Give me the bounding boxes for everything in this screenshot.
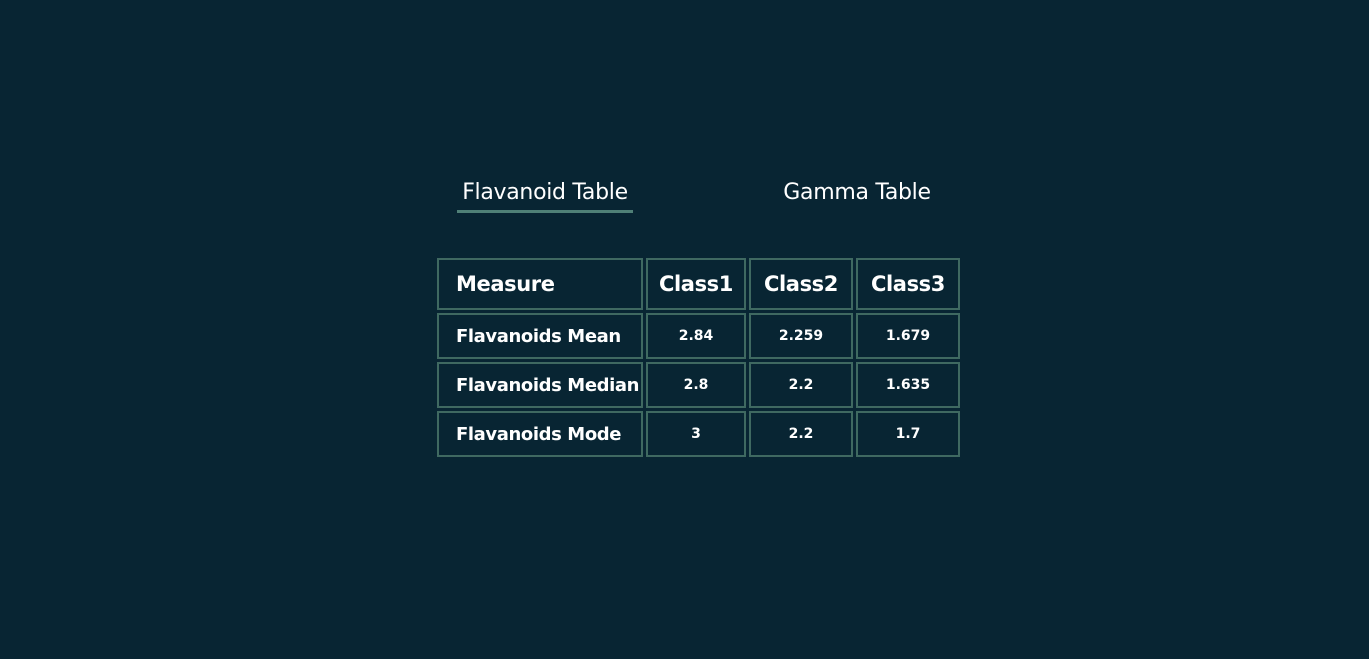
row-label: Flavanoids Median bbox=[437, 362, 643, 408]
flavanoid-table: Measure Class1 Class2 Class3 Flavanoids … bbox=[434, 255, 963, 460]
tab-bar: Flavanoid Table Gamma Table bbox=[457, 176, 937, 216]
row-label: Flavanoids Mode bbox=[437, 411, 643, 457]
table-row: Flavanoids Median 2.8 2.2 1.635 bbox=[437, 362, 960, 408]
cell-class2: 2.2 bbox=[749, 411, 853, 457]
header-class3: Class3 bbox=[856, 258, 960, 310]
cell-class2: 2.259 bbox=[749, 313, 853, 359]
cell-class2: 2.2 bbox=[749, 362, 853, 408]
row-label: Flavanoids Mean bbox=[437, 313, 643, 359]
table-row: Flavanoids Mode 3 2.2 1.7 bbox=[437, 411, 960, 457]
cell-class1: 3 bbox=[646, 411, 746, 457]
table-header-row: Measure Class1 Class2 Class3 bbox=[437, 258, 960, 310]
cell-class1: 2.84 bbox=[646, 313, 746, 359]
table-row: Flavanoids Mean 2.84 2.259 1.679 bbox=[437, 313, 960, 359]
cell-class1: 2.8 bbox=[646, 362, 746, 408]
header-class2: Class2 bbox=[749, 258, 853, 310]
header-class1: Class1 bbox=[646, 258, 746, 310]
cell-class3: 1.7 bbox=[856, 411, 960, 457]
header-measure: Measure bbox=[437, 258, 643, 310]
tab-flavanoid-table[interactable]: Flavanoid Table bbox=[457, 176, 633, 213]
cell-class3: 1.635 bbox=[856, 362, 960, 408]
tab-gamma-table[interactable]: Gamma Table bbox=[783, 180, 931, 205]
cell-class3: 1.679 bbox=[856, 313, 960, 359]
